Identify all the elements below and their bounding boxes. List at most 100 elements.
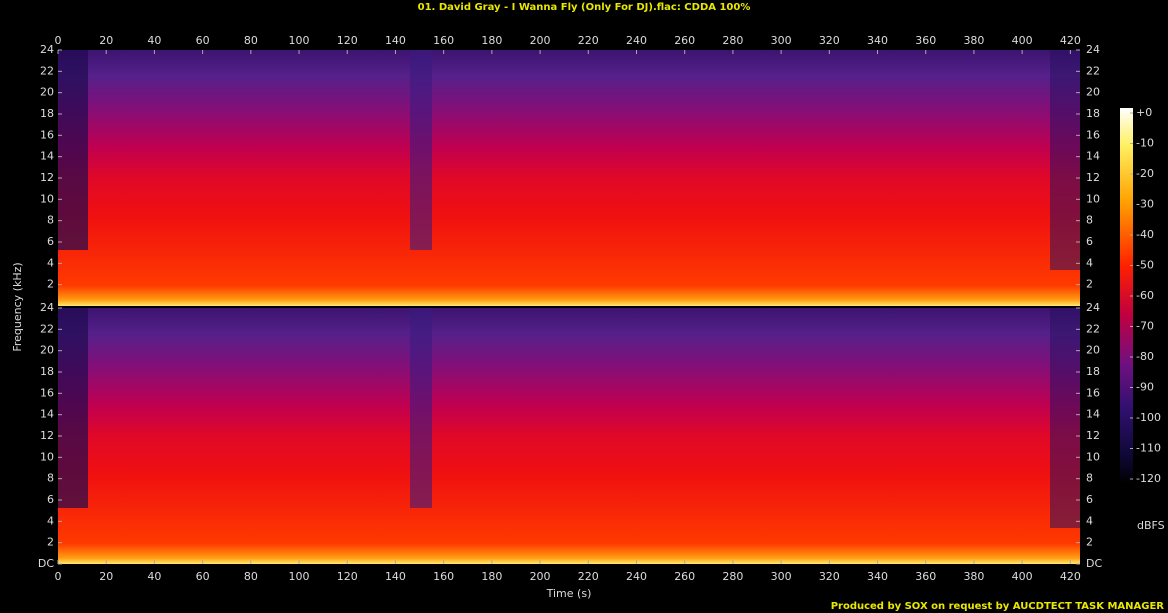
x-tick-label: 160 bbox=[433, 570, 454, 583]
y-tick-label: 8 bbox=[47, 472, 54, 485]
y-tick-label: 2 bbox=[1086, 278, 1093, 291]
y-tick-label: 14 bbox=[40, 408, 54, 421]
quiet-region bbox=[410, 308, 432, 508]
quiet-region bbox=[58, 50, 88, 250]
x-axis-label: Time (s) bbox=[546, 587, 592, 600]
channel-1 bbox=[58, 50, 1080, 306]
y-tick-label: 4 bbox=[1086, 256, 1093, 269]
x-tick-label: 120 bbox=[337, 34, 358, 47]
y-tick-label: 18 bbox=[1086, 365, 1100, 378]
x-tick-label: 280 bbox=[722, 34, 743, 47]
x-tick-label: 400 bbox=[1012, 570, 1033, 583]
y-tick-label: DC bbox=[38, 557, 54, 570]
quiet-region bbox=[1050, 50, 1080, 270]
x-tick-label: 380 bbox=[963, 34, 984, 47]
x-tick-label: 260 bbox=[674, 34, 695, 47]
x-tick-label: 100 bbox=[289, 570, 310, 583]
x-tick-label: 160 bbox=[433, 34, 454, 47]
y-tick-label: 6 bbox=[1086, 493, 1093, 506]
x-tick-label: 320 bbox=[819, 570, 840, 583]
x-tick-label: 220 bbox=[578, 570, 599, 583]
x-tick-label: 80 bbox=[244, 34, 258, 47]
x-tick-label: 260 bbox=[674, 570, 695, 583]
x-tick-label: 0 bbox=[55, 34, 62, 47]
quiet-region bbox=[410, 50, 432, 250]
x-tick-label: 320 bbox=[819, 34, 840, 47]
x-tick-label: 60 bbox=[196, 34, 210, 47]
colorbar-tick-label: -60 bbox=[1136, 289, 1154, 302]
x-tick-label: 100 bbox=[289, 34, 310, 47]
x-tick-label: 420 bbox=[1060, 34, 1081, 47]
channel-2 bbox=[58, 308, 1080, 564]
x-tick-label: 280 bbox=[722, 570, 743, 583]
colorbar-tick-label: -30 bbox=[1136, 198, 1154, 211]
chart-title: 01. David Gray - I Wanna Fly (Only For D… bbox=[418, 2, 751, 13]
y-tick-label: 20 bbox=[40, 86, 54, 99]
y-tick-label: 10 bbox=[1086, 192, 1100, 205]
x-tick-label: 340 bbox=[867, 34, 888, 47]
y-tick-label: 4 bbox=[47, 256, 54, 269]
y-tick-label: 18 bbox=[1086, 107, 1100, 120]
y-tick-label: 10 bbox=[40, 192, 54, 205]
x-tick-label: 380 bbox=[963, 570, 984, 583]
y-tick-label: 18 bbox=[40, 107, 54, 120]
y-tick-label: 22 bbox=[40, 64, 54, 77]
x-tick-label: 420 bbox=[1060, 570, 1081, 583]
y-tick-label: 6 bbox=[47, 493, 54, 506]
x-tick-label: 40 bbox=[147, 570, 161, 583]
spectrogram-channel bbox=[58, 308, 1080, 564]
y-tick-label: 18 bbox=[40, 365, 54, 378]
footer: Produced by SOX on request by AUCDTECT T… bbox=[831, 601, 1165, 612]
x-tick-label: 400 bbox=[1012, 34, 1033, 47]
y-tick-label: 4 bbox=[47, 514, 54, 527]
x-tick-label: 240 bbox=[626, 570, 647, 583]
x-tick-label: 360 bbox=[915, 34, 936, 47]
x-tick-label: 200 bbox=[530, 570, 551, 583]
colorbar-label: dBFS bbox=[1137, 519, 1165, 532]
y-tick-label: 12 bbox=[1086, 171, 1100, 184]
y-tick-label: 4 bbox=[1086, 514, 1093, 527]
y-tick-label: 24 bbox=[40, 301, 54, 314]
y-tick-label: DC bbox=[1086, 557, 1102, 570]
x-tick-label: 200 bbox=[530, 34, 551, 47]
x-tick-label: 180 bbox=[481, 570, 502, 583]
y-tick-label: 12 bbox=[1086, 429, 1100, 442]
x-tick-label: 60 bbox=[196, 570, 210, 583]
y-tick-label: 22 bbox=[40, 322, 54, 335]
x-tick-label: 120 bbox=[337, 570, 358, 583]
y-tick-label: 12 bbox=[40, 429, 54, 442]
y-tick-label: 2 bbox=[47, 536, 54, 549]
y-tick-label: 8 bbox=[47, 214, 54, 227]
x-tick-label: 220 bbox=[578, 34, 599, 47]
colorbar-tick-label: -50 bbox=[1136, 259, 1154, 272]
spectrogram-channel bbox=[58, 50, 1080, 306]
y-tick-label: 20 bbox=[1086, 86, 1100, 99]
y-tick-label: 24 bbox=[40, 43, 54, 56]
colorbar-tick-label: -120 bbox=[1136, 472, 1161, 485]
x-tick-label: 140 bbox=[385, 34, 406, 47]
y-tick-label: 20 bbox=[1086, 344, 1100, 357]
x-tick-label: 300 bbox=[771, 570, 792, 583]
x-tick-label: 300 bbox=[771, 34, 792, 47]
colorbar-tick-label: -70 bbox=[1136, 320, 1154, 333]
y-axis-label: Frequency (kHz) bbox=[11, 262, 24, 351]
y-tick-label: 2 bbox=[47, 278, 54, 291]
y-tick-label: 10 bbox=[1086, 450, 1100, 463]
y-tick-label: 16 bbox=[1086, 386, 1100, 399]
y-tick-label: 10 bbox=[40, 450, 54, 463]
x-tick-label: 80 bbox=[244, 570, 258, 583]
y-tick-label: 14 bbox=[40, 150, 54, 163]
x-tick-label: 360 bbox=[915, 570, 936, 583]
colorbar-tick-label: -10 bbox=[1136, 137, 1154, 150]
quiet-region bbox=[58, 308, 88, 508]
colorbar-tick-label: -100 bbox=[1136, 411, 1161, 424]
quiet-region bbox=[1050, 308, 1080, 528]
x-tick-label: 20 bbox=[99, 34, 113, 47]
colorbar-tick-label: -110 bbox=[1136, 442, 1161, 455]
x-tick-label: 140 bbox=[385, 570, 406, 583]
colorbar-tick-label: +0 bbox=[1136, 106, 1152, 119]
colorbar bbox=[1120, 108, 1133, 484]
colorbar-tick-label: -80 bbox=[1136, 350, 1154, 363]
y-tick-label: 16 bbox=[1086, 128, 1100, 141]
